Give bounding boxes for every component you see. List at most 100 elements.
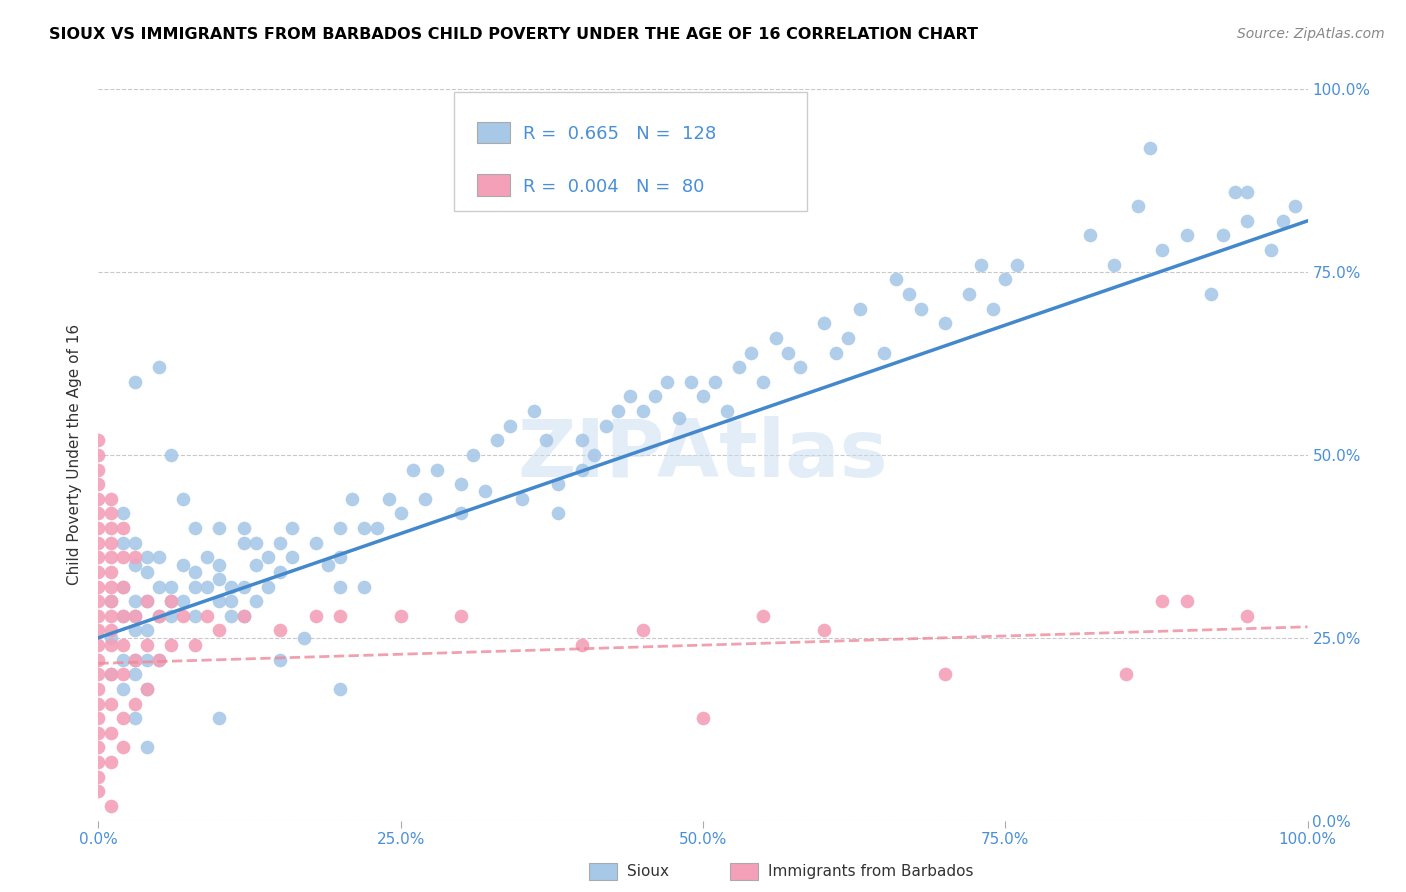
Point bbox=[87, 784, 110, 798]
Point bbox=[135, 681, 157, 696]
Point bbox=[910, 301, 932, 316]
Point bbox=[269, 535, 291, 549]
Point bbox=[571, 638, 593, 652]
Point bbox=[1102, 258, 1125, 272]
Point bbox=[450, 608, 472, 623]
Point bbox=[305, 535, 328, 549]
Point bbox=[124, 535, 146, 549]
Point bbox=[994, 272, 1017, 286]
Point bbox=[789, 360, 811, 375]
Point bbox=[124, 558, 146, 572]
Point bbox=[87, 697, 110, 711]
Point bbox=[100, 755, 122, 769]
Text: R =  0.004   N =  80: R = 0.004 N = 80 bbox=[523, 178, 704, 196]
Point bbox=[450, 477, 472, 491]
Point bbox=[111, 507, 134, 521]
Point bbox=[100, 507, 122, 521]
Point bbox=[87, 507, 110, 521]
Point bbox=[1260, 243, 1282, 257]
Point bbox=[111, 667, 134, 681]
Point bbox=[704, 375, 727, 389]
Point bbox=[124, 711, 146, 725]
Point bbox=[486, 434, 509, 448]
Point bbox=[172, 558, 194, 572]
Point bbox=[1236, 608, 1258, 623]
Point bbox=[87, 535, 110, 549]
Point bbox=[160, 594, 183, 608]
Point bbox=[195, 608, 218, 623]
Point bbox=[813, 624, 835, 638]
Point bbox=[124, 697, 146, 711]
Point bbox=[111, 580, 134, 594]
Point bbox=[740, 345, 762, 359]
Point bbox=[184, 608, 207, 623]
Point bbox=[87, 653, 110, 667]
Point bbox=[413, 491, 436, 506]
Text: R =  0.665   N =  128: R = 0.665 N = 128 bbox=[523, 125, 716, 144]
Point bbox=[87, 434, 110, 448]
Point bbox=[1272, 214, 1295, 228]
Point bbox=[1236, 185, 1258, 199]
Point bbox=[124, 608, 146, 623]
Point bbox=[135, 681, 157, 696]
Point bbox=[100, 580, 122, 594]
Point bbox=[160, 448, 183, 462]
Point bbox=[934, 316, 956, 330]
Point bbox=[87, 521, 110, 535]
Point bbox=[776, 345, 799, 359]
Point bbox=[269, 565, 291, 579]
Point bbox=[269, 624, 291, 638]
Point bbox=[100, 594, 122, 608]
Point bbox=[172, 608, 194, 623]
Point bbox=[208, 594, 231, 608]
Point bbox=[148, 580, 170, 594]
Point bbox=[87, 667, 110, 681]
Point bbox=[184, 565, 207, 579]
Point bbox=[1284, 199, 1306, 213]
Point bbox=[377, 491, 399, 506]
Point bbox=[100, 667, 122, 681]
Point bbox=[100, 535, 122, 549]
Point bbox=[111, 653, 134, 667]
Point bbox=[1152, 243, 1174, 257]
Point bbox=[87, 624, 110, 638]
Point bbox=[184, 638, 207, 652]
Point bbox=[547, 507, 569, 521]
Point bbox=[87, 491, 110, 506]
Point bbox=[232, 608, 254, 623]
Point bbox=[111, 711, 134, 725]
Point bbox=[342, 491, 364, 506]
Point bbox=[837, 331, 859, 345]
Point bbox=[221, 594, 243, 608]
Point bbox=[111, 580, 134, 594]
Point bbox=[148, 360, 170, 375]
Point bbox=[426, 462, 449, 476]
Point bbox=[534, 434, 557, 448]
Point bbox=[934, 667, 956, 681]
Point bbox=[208, 521, 231, 535]
Point bbox=[135, 653, 157, 667]
Point bbox=[100, 491, 122, 506]
Point bbox=[87, 740, 110, 755]
Point bbox=[124, 550, 146, 565]
Point bbox=[256, 580, 278, 594]
Point bbox=[523, 404, 546, 418]
Point bbox=[160, 580, 183, 594]
Point bbox=[329, 550, 352, 565]
Point bbox=[256, 550, 278, 565]
Point bbox=[135, 594, 157, 608]
Point bbox=[329, 608, 352, 623]
Point bbox=[607, 404, 630, 418]
Point bbox=[1139, 141, 1161, 155]
Point bbox=[825, 345, 848, 359]
Point bbox=[1007, 258, 1029, 272]
Point bbox=[111, 638, 134, 652]
Point bbox=[100, 631, 122, 645]
Point bbox=[1152, 594, 1174, 608]
Point bbox=[281, 521, 304, 535]
Point bbox=[87, 580, 110, 594]
Point bbox=[329, 580, 352, 594]
Point bbox=[111, 550, 134, 565]
Point bbox=[873, 345, 896, 359]
Point bbox=[245, 594, 267, 608]
